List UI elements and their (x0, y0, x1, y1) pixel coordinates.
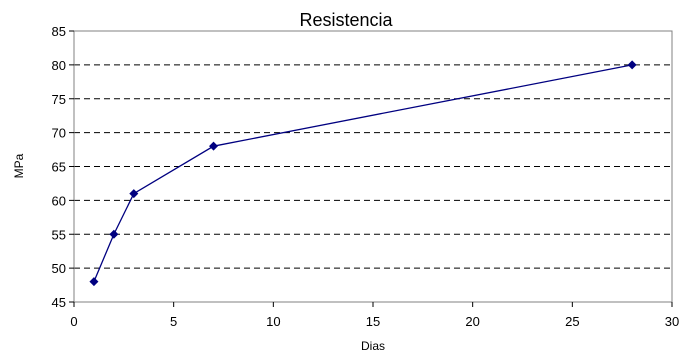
data-point-marker (89, 277, 99, 287)
y-axis-ticks: 45 50 55 60 65 70 75 80 85 (52, 24, 74, 310)
y-tick-label: 80 (52, 58, 66, 73)
y-tick-label: 65 (52, 160, 66, 175)
y-tick-label: 85 (52, 24, 66, 39)
y-tick-label: 45 (52, 295, 66, 310)
y-tick-label: 60 (52, 193, 66, 208)
y-tick-label: 55 (52, 227, 66, 242)
grid-lines (74, 64, 672, 269)
series-line (93, 64, 633, 282)
data-point-marker (627, 60, 637, 70)
x-axis-ticks: 0 5 10 15 20 25 30 (70, 302, 679, 329)
x-tick-label: 5 (170, 314, 177, 329)
x-tick-label: 30 (665, 314, 679, 329)
x-tick-label: 25 (565, 314, 579, 329)
x-tick-label: 10 (266, 314, 280, 329)
series-group (89, 60, 637, 287)
data-point-marker (129, 189, 139, 199)
data-point-marker (109, 229, 119, 239)
x-axis-label: Dias (361, 339, 385, 353)
chart-title: Resistencia (299, 10, 393, 30)
data-point-marker (209, 141, 219, 151)
y-axis-label: MPa (12, 153, 26, 178)
y-tick-label: 75 (52, 92, 66, 107)
y-tick-label: 70 (52, 126, 66, 141)
x-tick-label: 15 (366, 314, 380, 329)
y-tick-label: 50 (52, 261, 66, 276)
x-tick-label: 20 (465, 314, 479, 329)
plot-area (73, 30, 673, 303)
x-tick-label: 0 (70, 314, 77, 329)
